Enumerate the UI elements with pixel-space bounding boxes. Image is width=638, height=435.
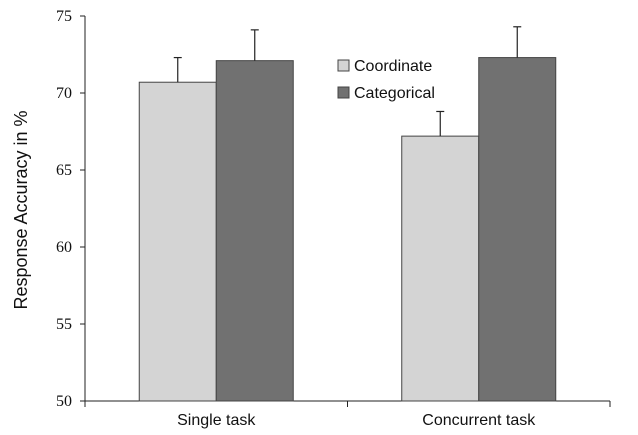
x-category-label: Single task (177, 412, 256, 429)
y-tick-label: 55 (56, 316, 72, 333)
legend-label-categorical: Categorical (354, 85, 435, 102)
y-tick-label: 60 (56, 239, 72, 256)
bar-categorical-2 (478, 57, 557, 402)
bar-coordinate-2 (401, 135, 480, 402)
legend-swatch-categorical (337, 86, 350, 99)
y-tick-label: 70 (56, 85, 72, 102)
y-tick-label: 50 (56, 393, 72, 410)
y-axis-title: Response Accuracy in % (11, 110, 31, 309)
plot-area: 50 55 60 65 70 75 Single task Concurrent task (56, 8, 611, 429)
bar-coordinate-1 (138, 81, 217, 402)
legend: Coordinate Categorical (337, 58, 435, 102)
legend-swatch-coordinate (337, 59, 350, 72)
legend-label-coordinate: Coordinate (354, 58, 432, 75)
y-tick-label: 75 (56, 8, 72, 25)
x-category-label: Concurrent task (422, 412, 536, 429)
bar-categorical-1 (215, 60, 294, 402)
y-tick-label: 65 (56, 162, 72, 179)
